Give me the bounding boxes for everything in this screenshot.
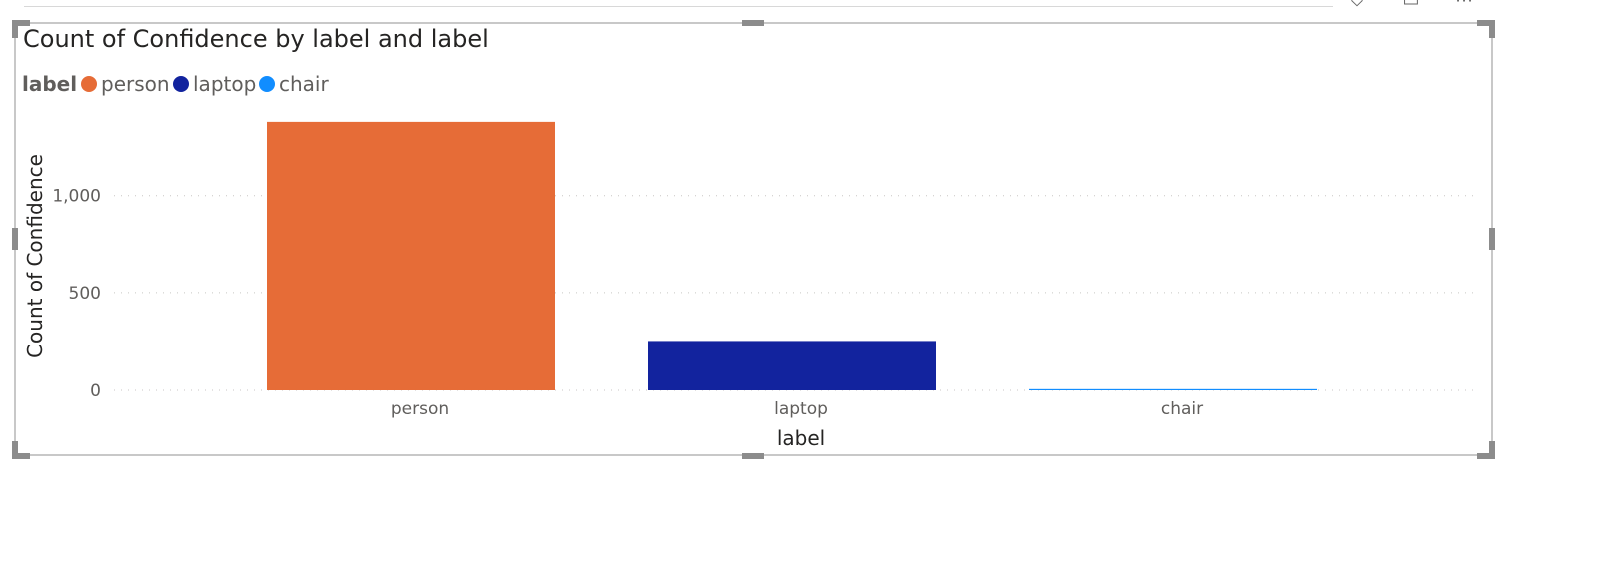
resize-handle-right[interactable]	[1489, 228, 1495, 250]
bar-laptop[interactable]	[648, 341, 936, 390]
legend-marker-laptop[interactable]	[173, 76, 189, 92]
chart-title: Count of Confidence by label and label	[23, 25, 489, 53]
resize-handle-top[interactable]	[742, 20, 764, 26]
more-options-icon[interactable]: ⋯	[1455, 0, 1473, 11]
resize-handle-top-right-vertical[interactable]	[1489, 20, 1495, 38]
visual-header-divider	[24, 6, 1333, 7]
resize-handle-bottom-left-vertical[interactable]	[12, 441, 18, 459]
resize-handle-left[interactable]	[12, 228, 18, 250]
resize-handle-top-right[interactable]	[1477, 20, 1495, 26]
filter-icon[interactable]: ⛉	[1350, 0, 1364, 11]
visual-header-icons: ⛉ ▭ ⋯	[1344, 0, 1514, 14]
resize-handle-bottom[interactable]	[742, 453, 764, 459]
y-tick-label-1000: 1,000	[52, 187, 101, 207]
x-tick-label-person: person	[391, 399, 449, 419]
legend-label-chair[interactable]: chair	[279, 72, 329, 96]
resize-handle-bottom-right[interactable]	[1477, 453, 1495, 459]
resize-handle-bottom-left[interactable]	[12, 453, 30, 459]
y-axis-ticks: 0 500 1,000	[52, 187, 101, 401]
y-tick-label-500: 500	[69, 284, 101, 304]
legend-marker-chair[interactable]	[259, 76, 275, 92]
x-axis-ticks: person laptop chair	[391, 399, 1203, 419]
legend-label-person[interactable]: person	[101, 72, 170, 96]
visual-header-strip	[0, 0, 1600, 10]
bars	[267, 121, 1317, 390]
y-axis-title: Count of Confidence	[23, 154, 47, 358]
legend: label person laptop chair	[22, 72, 329, 96]
x-tick-label-laptop: laptop	[774, 399, 828, 419]
resize-handle-top-left[interactable]	[12, 20, 30, 26]
legend-title: label	[22, 72, 77, 96]
focus-mode-icon[interactable]: ▭	[1402, 0, 1420, 11]
bar-person[interactable]	[267, 121, 555, 390]
legend-label-laptop[interactable]: laptop	[193, 72, 256, 96]
x-axis-title: label	[777, 426, 825, 450]
bar-chair[interactable]	[1029, 388, 1317, 390]
legend-marker-person[interactable]	[81, 76, 97, 92]
resize-handle-bottom-right-vertical[interactable]	[1489, 441, 1495, 459]
x-tick-label-chair: chair	[1161, 399, 1203, 419]
y-tick-label-0: 0	[90, 381, 101, 401]
resize-handle-top-left-vertical[interactable]	[12, 20, 18, 38]
